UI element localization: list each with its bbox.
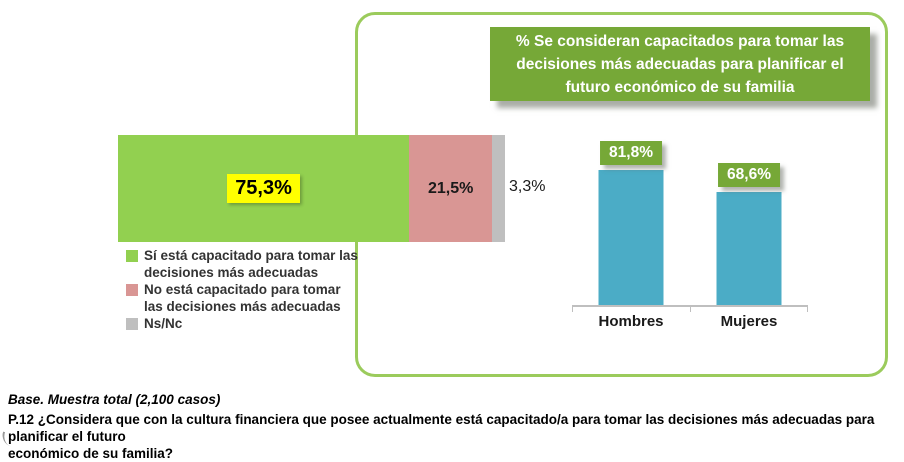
legend-label-no: No está capacitado para tomar las decisi… bbox=[144, 282, 341, 314]
segment-nsnc bbox=[492, 135, 505, 242]
bar-group-mujeres: 68,6% Mujeres bbox=[690, 140, 808, 330]
legend-swatch-gray bbox=[126, 318, 138, 330]
bar-hombres bbox=[598, 170, 664, 305]
value-label-hombres: 81,8% bbox=[600, 141, 662, 166]
value-label-nsnc: 3,3% bbox=[509, 178, 546, 195]
chart-title-text: % Se consideran capacitados para tomar l… bbox=[515, 32, 845, 96]
segment-no-capacitado: 21,5% bbox=[409, 135, 493, 242]
value-label-mujeres: 68,6% bbox=[718, 162, 780, 187]
legend-label-nsnc: Ns/Nc bbox=[144, 316, 183, 331]
question-text: P.12 ¿Considera que con la cultura finan… bbox=[8, 412, 875, 461]
base-note: Base. Muestra total (2,100 casos) bbox=[8, 392, 221, 407]
stacked-horizontal-bar: 75,3% 21,5% bbox=[118, 135, 505, 242]
axis-tick bbox=[572, 307, 573, 312]
legend-item-no: No está capacitado para tomar las decisi… bbox=[126, 281, 364, 315]
legend-label-si: Sí está capacitado para tomar las decisi… bbox=[144, 248, 358, 280]
gender-bar-plot: 81,8% Hombres 68,6% Mujeres bbox=[572, 140, 808, 330]
category-label-mujeres: Mujeres bbox=[720, 313, 778, 330]
segment-si-capacitado: 75,3% bbox=[118, 135, 410, 242]
category-label-hombres: Hombres bbox=[598, 313, 664, 330]
slide-canvas: % Se consideran capacitados para tomar l… bbox=[0, 12, 888, 461]
legend-item-nsnc: Ns/Nc bbox=[126, 315, 364, 332]
chart-title-box: % Se consideran capacitados para tomar l… bbox=[490, 27, 870, 101]
value-label-si-highlighted: 75,3% bbox=[227, 174, 300, 203]
legend-swatch-pink bbox=[126, 284, 138, 296]
axis-tick bbox=[807, 307, 808, 312]
legend: Sí está capacitado para tomar las decisi… bbox=[126, 247, 364, 332]
legend-item-si: Sí está capacitado para tomar las decisi… bbox=[126, 247, 364, 281]
bar-mujeres bbox=[716, 191, 782, 305]
value-label-no: 21,5% bbox=[427, 179, 474, 197]
bar-group-hombres: 81,8% Hombres bbox=[572, 140, 690, 330]
legend-swatch-green bbox=[126, 250, 138, 262]
axis-tick bbox=[690, 307, 691, 312]
